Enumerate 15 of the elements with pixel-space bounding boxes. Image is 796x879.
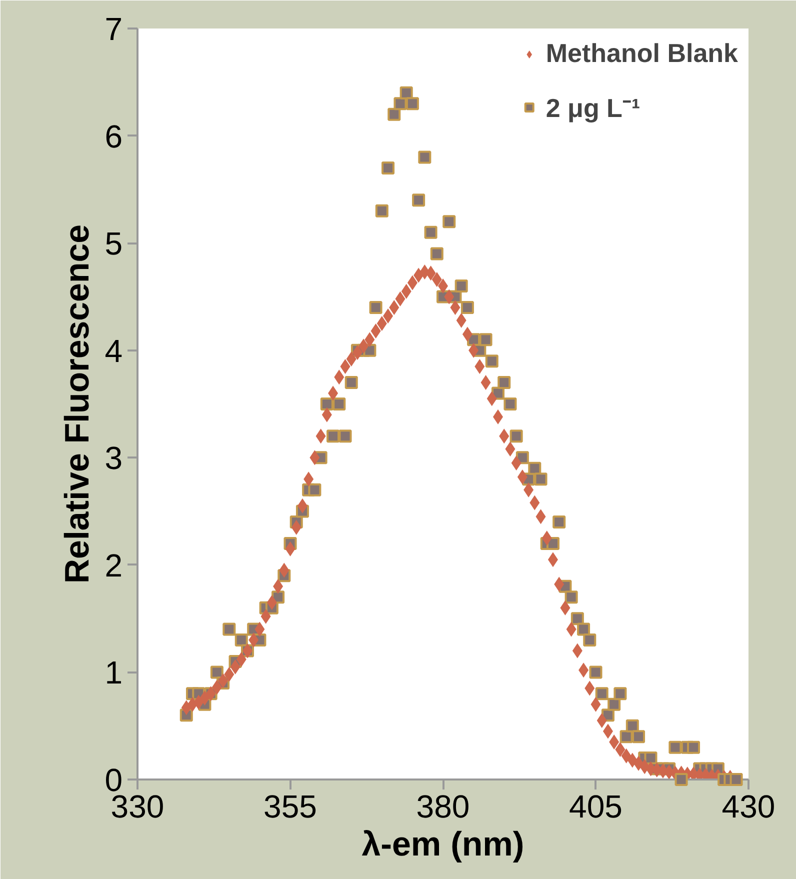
y-tick-label: 2 [104,547,122,584]
y-tick-label: 7 [104,11,122,47]
x-axis-title: λ-em (nm) [362,826,524,864]
x-tick-label: 430 [722,788,776,824]
y-tick-label: 6 [104,118,122,154]
x-tick-label: 405 [569,788,622,824]
y-tick-label: 1 [104,654,122,691]
legend-label: 2 μg L⁻¹ [546,92,640,125]
x-tick-label: 380 [416,788,470,824]
y-tick-label: 5 [104,226,122,262]
y-tick-label: 4 [104,332,122,369]
x-tick-label: 355 [264,788,317,824]
y-tick-label: 3 [104,440,122,476]
y-axis-title: Relative Fluorescence [58,224,97,584]
legend-label: Methanol Blank [546,38,738,69]
